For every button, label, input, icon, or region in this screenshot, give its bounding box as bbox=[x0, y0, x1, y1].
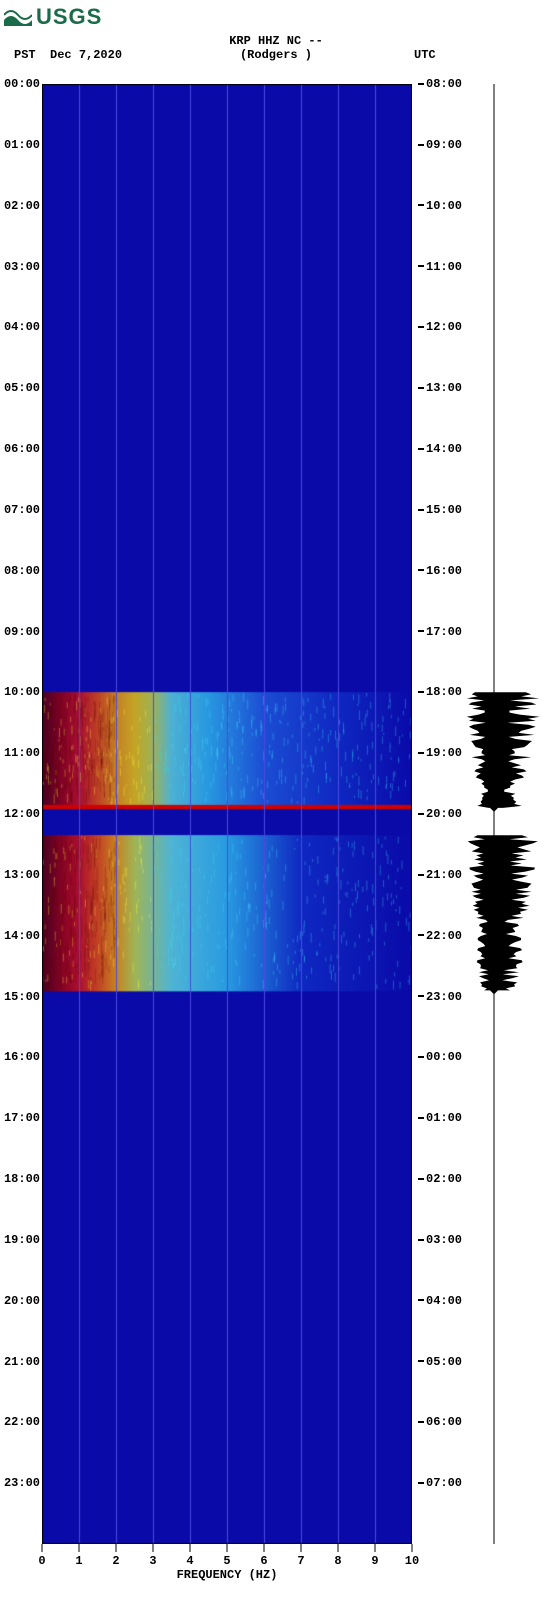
utc-tick: 20:00 bbox=[418, 807, 462, 821]
utc-tick: 06:00 bbox=[418, 1415, 462, 1429]
x-tick-label: 5 bbox=[223, 1554, 230, 1568]
x-tick-mark bbox=[301, 1544, 302, 1552]
utc-tick: 22:00 bbox=[418, 929, 462, 943]
waveform-trace bbox=[458, 84, 550, 1544]
wave-icon bbox=[4, 8, 32, 26]
utc-tick: 04:00 bbox=[418, 1294, 462, 1308]
utc-tick: 14:00 bbox=[418, 442, 462, 456]
utc-tick: 11:00 bbox=[418, 260, 462, 274]
spectrogram-plot: FREQUENCY (HZ) 00:0001:0002:0003:0004:00… bbox=[42, 84, 412, 1544]
pst-tick: 01:00 bbox=[4, 138, 40, 152]
pst-tick: 17:00 bbox=[4, 1111, 40, 1125]
x-tick-mark bbox=[227, 1544, 228, 1552]
utc-tick: 07:00 bbox=[418, 1476, 462, 1490]
spectrogram-canvas bbox=[42, 84, 412, 1544]
x-tick-label: 2 bbox=[112, 1554, 119, 1568]
utc-tick: 13:00 bbox=[418, 381, 462, 395]
right-tz: UTC bbox=[414, 48, 436, 62]
x-tick-label: 3 bbox=[149, 1554, 156, 1568]
x-tick-mark bbox=[153, 1544, 154, 1552]
utc-tick: 21:00 bbox=[418, 868, 462, 882]
utc-tick: 23:00 bbox=[418, 990, 462, 1004]
pst-tick: 07:00 bbox=[4, 503, 40, 517]
header-right: UTC bbox=[414, 48, 436, 62]
x-tick-mark bbox=[338, 1544, 339, 1552]
pst-tick: 05:00 bbox=[4, 381, 40, 395]
utc-tick: 00:00 bbox=[418, 1050, 462, 1064]
pst-tick: 16:00 bbox=[4, 1050, 40, 1064]
logo-text: USGS bbox=[36, 4, 102, 30]
utc-tick: 05:00 bbox=[418, 1355, 462, 1369]
pst-tick: 18:00 bbox=[4, 1172, 40, 1186]
pst-tick: 15:00 bbox=[4, 990, 40, 1004]
utc-tick: 03:00 bbox=[418, 1233, 462, 1247]
pst-tick: 02:00 bbox=[4, 199, 40, 213]
utc-tick: 15:00 bbox=[418, 503, 462, 517]
pst-tick: 20:00 bbox=[4, 1294, 40, 1308]
x-tick-label: 10 bbox=[405, 1554, 419, 1568]
x-tick-label: 4 bbox=[186, 1554, 193, 1568]
pst-tick: 06:00 bbox=[4, 442, 40, 456]
x-tick-mark bbox=[116, 1544, 117, 1552]
pst-tick: 04:00 bbox=[4, 320, 40, 334]
header-date: Dec 7,2020 bbox=[50, 48, 122, 62]
usgs-logo: USGS bbox=[4, 4, 102, 30]
page: USGS KRP HHZ NC -- (Rodgers ) PST Dec 7,… bbox=[0, 0, 552, 1613]
x-tick-mark bbox=[412, 1544, 413, 1552]
utc-tick: 17:00 bbox=[418, 625, 462, 639]
pst-tick: 21:00 bbox=[4, 1355, 40, 1369]
x-tick-label: 8 bbox=[334, 1554, 341, 1568]
pst-tick: 14:00 bbox=[4, 929, 40, 943]
pst-tick: 08:00 bbox=[4, 564, 40, 578]
utc-tick: 16:00 bbox=[418, 564, 462, 578]
x-axis-label: FREQUENCY (HZ) bbox=[177, 1568, 278, 1582]
pst-tick: 03:00 bbox=[4, 260, 40, 274]
x-tick-label: 7 bbox=[297, 1554, 304, 1568]
pst-tick: 10:00 bbox=[4, 685, 40, 699]
pst-tick: 23:00 bbox=[4, 1476, 40, 1490]
pst-tick: 12:00 bbox=[4, 807, 40, 821]
x-tick-label: 9 bbox=[371, 1554, 378, 1568]
x-tick-label: 0 bbox=[38, 1554, 45, 1568]
pst-tick: 09:00 bbox=[4, 625, 40, 639]
x-tick-mark bbox=[375, 1544, 376, 1552]
left-tz: PST bbox=[14, 48, 36, 62]
utc-tick: 08:00 bbox=[418, 77, 462, 91]
utc-tick: 18:00 bbox=[418, 685, 462, 699]
x-tick-label: 6 bbox=[260, 1554, 267, 1568]
pst-tick: 00:00 bbox=[4, 77, 40, 91]
x-tick-mark bbox=[264, 1544, 265, 1552]
utc-tick: 02:00 bbox=[418, 1172, 462, 1186]
utc-tick: 01:00 bbox=[418, 1111, 462, 1125]
utc-tick: 19:00 bbox=[418, 746, 462, 760]
utc-tick: 09:00 bbox=[418, 138, 462, 152]
pst-tick: 19:00 bbox=[4, 1233, 40, 1247]
title-line1: KRP HHZ NC -- bbox=[0, 34, 552, 48]
header-left: PST Dec 7,2020 bbox=[14, 48, 122, 62]
pst-tick: 11:00 bbox=[4, 746, 40, 760]
x-tick-mark bbox=[42, 1544, 43, 1552]
x-tick-mark bbox=[79, 1544, 80, 1552]
utc-tick: 10:00 bbox=[418, 199, 462, 213]
x-tick-mark bbox=[190, 1544, 191, 1552]
pst-tick: 13:00 bbox=[4, 868, 40, 882]
pst-tick: 22:00 bbox=[4, 1415, 40, 1429]
x-tick-label: 1 bbox=[75, 1554, 82, 1568]
utc-tick: 12:00 bbox=[418, 320, 462, 334]
